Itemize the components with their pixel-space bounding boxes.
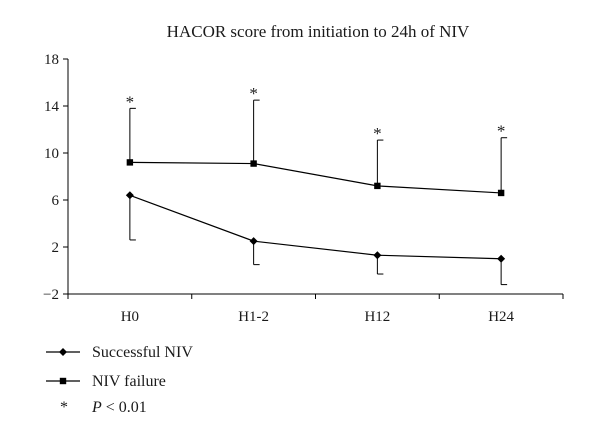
marker-diamond (497, 254, 506, 263)
footnote-value: < 0.01 (102, 399, 147, 416)
x-tick-label: H24 (488, 309, 514, 325)
legend: Successful NIV NIV failure (46, 344, 193, 390)
footnote-symbol: * (60, 399, 68, 416)
marker-square (250, 160, 257, 167)
y-tick-label: 2 (52, 240, 60, 256)
series-successful-niv (125, 191, 508, 286)
legend-label: Successful NIV (92, 344, 193, 361)
y-tick-label: 6 (52, 193, 60, 209)
significance-star: * (497, 122, 506, 141)
legend-item: Successful NIV (46, 344, 193, 361)
series-line (129, 161, 502, 194)
y-tick-label: −2 (43, 287, 59, 303)
significance-star: * (373, 124, 382, 143)
marker-diamond (125, 191, 134, 200)
series-niv-failure: * * * * (126, 84, 508, 197)
x-tick-label: H12 (364, 309, 390, 325)
marker-square (374, 182, 381, 190)
footnote-text: P < 0.01 (91, 399, 147, 416)
series-line (129, 194, 502, 260)
marker-diamond (373, 251, 382, 260)
marker-diamond (59, 348, 67, 356)
y-tick-label: 14 (44, 99, 60, 115)
legend-item: NIV failure (46, 373, 166, 390)
y-axis-ticks: −2 2 6 10 14 18 (43, 52, 68, 303)
marker-square (126, 159, 134, 166)
x-tick-label: H0 (121, 309, 139, 325)
chart-title: HACOR score from initiation to 24h of NI… (167, 22, 470, 41)
marker-square (497, 189, 505, 197)
y-tick-label: 10 (44, 146, 59, 162)
footnote: * P < 0.01 (60, 399, 147, 416)
significance-star: * (126, 92, 135, 111)
x-axis-ticks: H0 H1-2 H12 H24 (67, 294, 564, 325)
series-layer: * * * * (125, 84, 508, 286)
significance-star: * (249, 84, 258, 103)
footnote-p: P (91, 399, 102, 416)
marker-diamond (249, 237, 258, 246)
marker-square (59, 377, 67, 385)
x-tick-label: H1-2 (238, 309, 269, 325)
legend-label: NIV failure (92, 373, 166, 390)
y-tick-label: 18 (44, 52, 59, 68)
